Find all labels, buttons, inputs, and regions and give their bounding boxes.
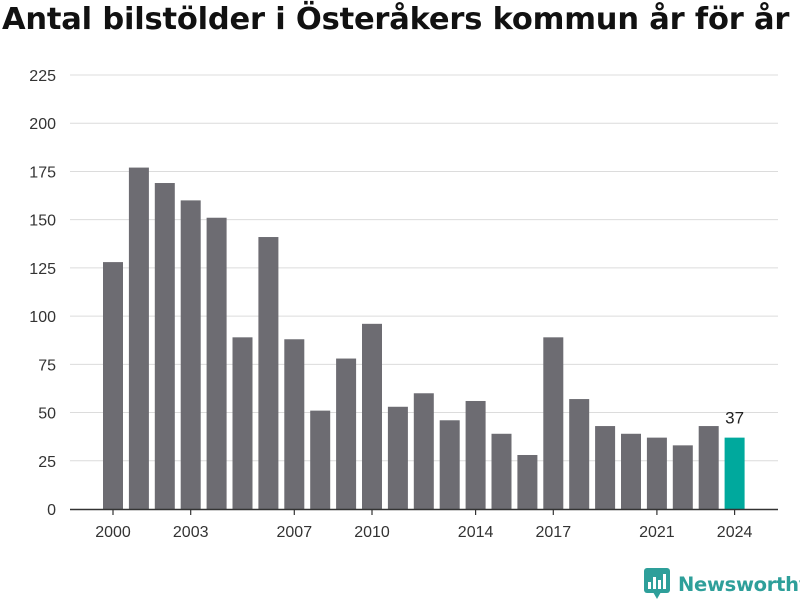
bar-2008 <box>310 410 331 509</box>
bar-2012 <box>413 393 434 509</box>
bar-2002 <box>154 183 175 510</box>
bar-2001 <box>128 167 149 509</box>
bar-2000 <box>103 262 123 509</box>
chart-title: Antal bilstölder i Österåkers kommun år … <box>2 2 790 37</box>
brand-name: Newsworthy <box>678 572 800 596</box>
data-label-highlight: 37 <box>725 409 744 428</box>
x-tick-label: 2017 <box>536 524 572 541</box>
brand-logo: Newsworthy <box>644 568 800 600</box>
bar-2013 <box>439 420 460 509</box>
bar-2019 <box>595 426 616 509</box>
x-tick-label: 2010 <box>354 524 390 541</box>
x-tick-label: 2007 <box>277 524 313 541</box>
x-tick-label: 2021 <box>639 524 675 541</box>
x-tick-label: 2024 <box>717 524 753 541</box>
bar-2005 <box>232 337 253 509</box>
y-tick-label: 125 <box>29 261 56 278</box>
y-tick-label: 100 <box>29 309 56 326</box>
bar-2004 <box>206 217 227 509</box>
bar-2022 <box>672 445 693 509</box>
y-axis-tick-labels: 0 25 50 75 100 125 150 175 200 225 <box>29 68 56 519</box>
bar-2010 <box>362 323 382 509</box>
bar-2009 <box>336 358 357 509</box>
bar-2014 <box>465 400 486 509</box>
y-tick-label: 0 <box>47 502 56 519</box>
data-labels: 37 <box>725 409 744 428</box>
x-tick-label: 2003 <box>173 524 209 541</box>
bar-2015 <box>491 433 512 509</box>
bar-2018 <box>569 399 590 509</box>
bar-highlight-2024 <box>724 437 745 509</box>
bar-2011 <box>387 406 408 509</box>
bar-2006 <box>258 237 279 509</box>
y-tick-label: 150 <box>29 213 56 230</box>
newsworthy-logo-icon <box>644 568 670 599</box>
bar-2021 <box>646 437 667 509</box>
bar-2016 <box>517 454 538 509</box>
y-tick-label: 25 <box>38 454 56 471</box>
y-tick-label: 225 <box>29 68 56 85</box>
bars <box>103 167 745 510</box>
x-axis-ticks: 2000 2003 2007 2010 2014 2017 2021 2024 <box>95 509 752 541</box>
x-tick-label: 2000 <box>95 524 131 541</box>
bar-2023 <box>698 426 719 509</box>
bar-2020 <box>621 433 641 509</box>
bar-2003 <box>180 200 201 509</box>
x-tick-label: 2014 <box>458 524 494 541</box>
bar-2007 <box>284 339 305 509</box>
y-tick-label: 75 <box>38 357 56 374</box>
bar-2017 <box>543 337 564 509</box>
y-tick-label: 50 <box>38 406 56 423</box>
y-tick-label: 200 <box>29 116 56 133</box>
y-tick-label: 175 <box>29 164 56 181</box>
